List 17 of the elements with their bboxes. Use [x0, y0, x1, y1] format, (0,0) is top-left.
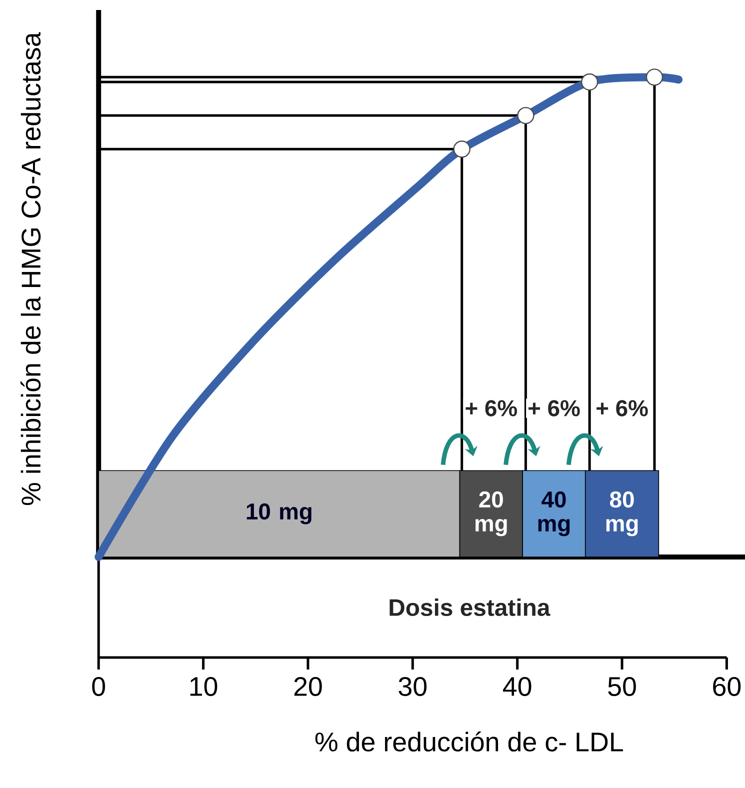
annotation: 10 mg [246, 503, 312, 524]
x-tick-label: 10 [190, 677, 218, 696]
x-tick-label: 20 [294, 677, 322, 696]
annotation: 20 mg [475, 491, 507, 536]
annotation: + 6% [596, 400, 648, 416]
x-tick-label: 30 [398, 677, 427, 696]
x-tick-label: 0 [92, 677, 106, 696]
x-tick-label: 40 [503, 677, 532, 696]
x-tick-label: 50 [608, 677, 636, 696]
y-axis-title: % inhibición de la HMG Co-A reductasa [20, 32, 41, 506]
annotation: + 6% [466, 400, 517, 416]
annotation: + 6% [528, 400, 580, 416]
annotation: 40 mg [538, 491, 570, 536]
x-tick-label: 60 [713, 677, 741, 696]
text: Dosis estatina [390, 598, 550, 616]
x-axis-title: % de reducción de c- LDL [315, 731, 623, 752]
annotation: 80 mg [606, 491, 638, 536]
